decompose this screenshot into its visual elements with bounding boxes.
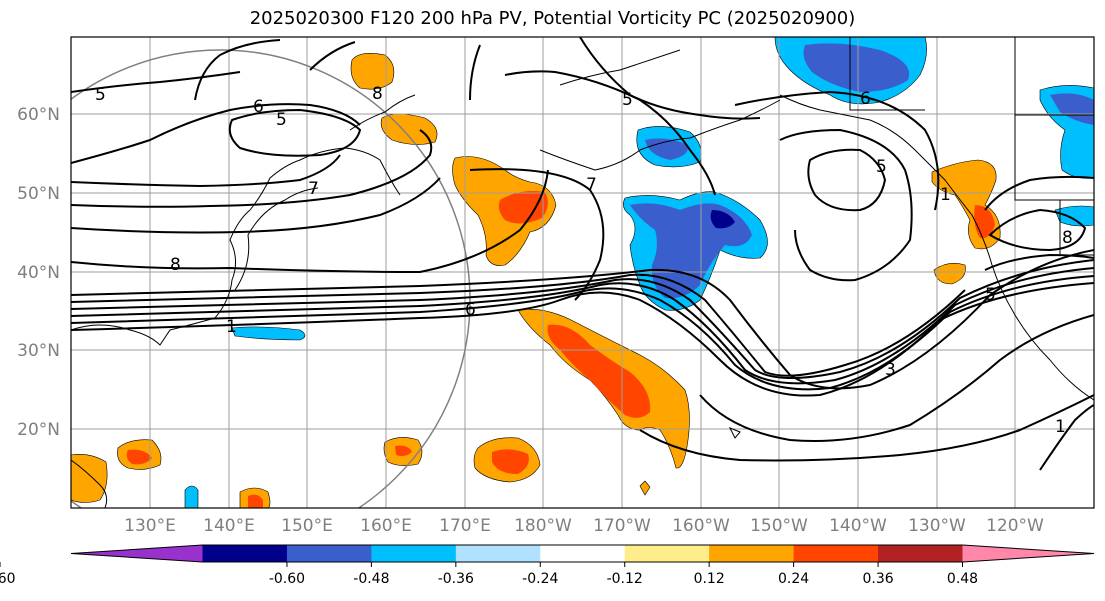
lon-label: 130°W — [908, 516, 966, 536]
colorbar-tick-label: 0.24 — [778, 571, 809, 587]
colorbar-tick-label: 0.12 — [694, 571, 725, 587]
contour-label: 6 — [253, 97, 264, 117]
contour-label: 5 — [876, 157, 887, 177]
coastlines — [71, 37, 1094, 508]
lon-label: 150°W — [750, 516, 808, 536]
colorbar-tick-label: -0.60 — [269, 571, 305, 587]
colorbar-tick-label: -0.48 — [353, 571, 389, 587]
negative-anomaly-fills — [184, 37, 1094, 508]
contour-label: 5 — [95, 85, 106, 105]
lon-label: 170°E — [439, 516, 491, 536]
colorbar-ticks: -0.60 -0.48 -0.36 -0.24 -0.12 0.12 0.24 0.36 0.4… — [0, 562, 978, 587]
lon-label: 180°W — [514, 516, 572, 536]
lon-label: 140°E — [203, 516, 255, 536]
contour-label: 7 — [308, 179, 319, 199]
colorbar-tick-label: -0.12 — [607, 571, 643, 587]
contour-label: 8 — [372, 84, 383, 104]
contour-label: 5 — [276, 110, 287, 130]
contour-labels: 5 6 5 8 7 8 6 5 7 5 6 5 3 1 8 1 1 — [95, 84, 1073, 437]
colorbar-extend-min — [71, 545, 203, 562]
lon-label: 160°E — [360, 516, 412, 536]
colorbar-tick-label: -0.24 — [522, 571, 558, 587]
contour-label: 7 — [586, 175, 597, 195]
colorbar-segment — [624, 545, 710, 562]
lon-label: 150°E — [281, 516, 333, 536]
colorbar-tick-label: -0.36 — [438, 571, 474, 587]
lon-axis: 130°E 140°E 150°E 160°E 170°E 180°W 170°… — [124, 516, 1044, 536]
contour-label: 3 — [885, 360, 896, 380]
contour-label: 6 — [860, 89, 871, 109]
colorbar-segment — [709, 545, 795, 562]
colorbar-segment — [202, 545, 288, 562]
lon-label: 120°W — [986, 516, 1044, 536]
graticule — [71, 37, 1094, 508]
colorbar-tick-label: 0.48 — [947, 571, 978, 587]
colorbar-segment — [371, 545, 457, 562]
contour-label: 1 — [1055, 417, 1066, 437]
contour-label: 8 — [1062, 228, 1073, 248]
contour-label: 8 — [170, 255, 181, 275]
map-frame — [70, 36, 1095, 509]
lat-label: 20°N — [17, 420, 60, 440]
lon-label: 140°W — [829, 516, 887, 536]
colorbar-outline — [70, 544, 1095, 563]
range-circle — [71, 49, 471, 508]
lon-label: 160°W — [672, 516, 730, 536]
pv-contours — [71, 37, 1094, 471]
chart-title: 2025020300 F120 200 hPa PV, Potential Vo… — [249, 8, 856, 29]
colorbar: -0.60 -0.48 -0.36 -0.24 -0.12 0.12 0.24 0.36 0.4… — [0, 544, 1095, 587]
lon-label: 130°E — [124, 516, 176, 536]
contour-label: 5 — [985, 285, 996, 305]
contour-label: 5 — [622, 90, 633, 110]
colorbar-segments — [70, 544, 1095, 563]
colorbar-tick-label: 0.36 — [862, 571, 893, 587]
colorbar-segment — [286, 545, 372, 562]
lat-label: 50°N — [17, 184, 60, 204]
colorbar-segment — [540, 545, 626, 562]
lat-label: 60°N — [17, 105, 60, 125]
contour-label: 1 — [940, 185, 951, 205]
colorbar-tick-label: 0.60 — [0, 571, 16, 587]
colorbar-segment — [793, 545, 879, 562]
lat-axis: 60°N 50°N 40°N 30°N 20°N — [17, 105, 60, 440]
contour-label: 1 — [226, 317, 237, 337]
colorbar-extend-max — [962, 545, 1094, 562]
lat-label: 40°N — [17, 263, 60, 283]
colorbar-segment — [878, 545, 963, 562]
contour-label: 6 — [465, 300, 476, 320]
positive-anomaly-fills — [71, 53, 1001, 508]
colorbar-segment — [455, 545, 541, 562]
lon-label: 170°W — [593, 516, 651, 536]
lat-label: 30°N — [17, 341, 60, 361]
